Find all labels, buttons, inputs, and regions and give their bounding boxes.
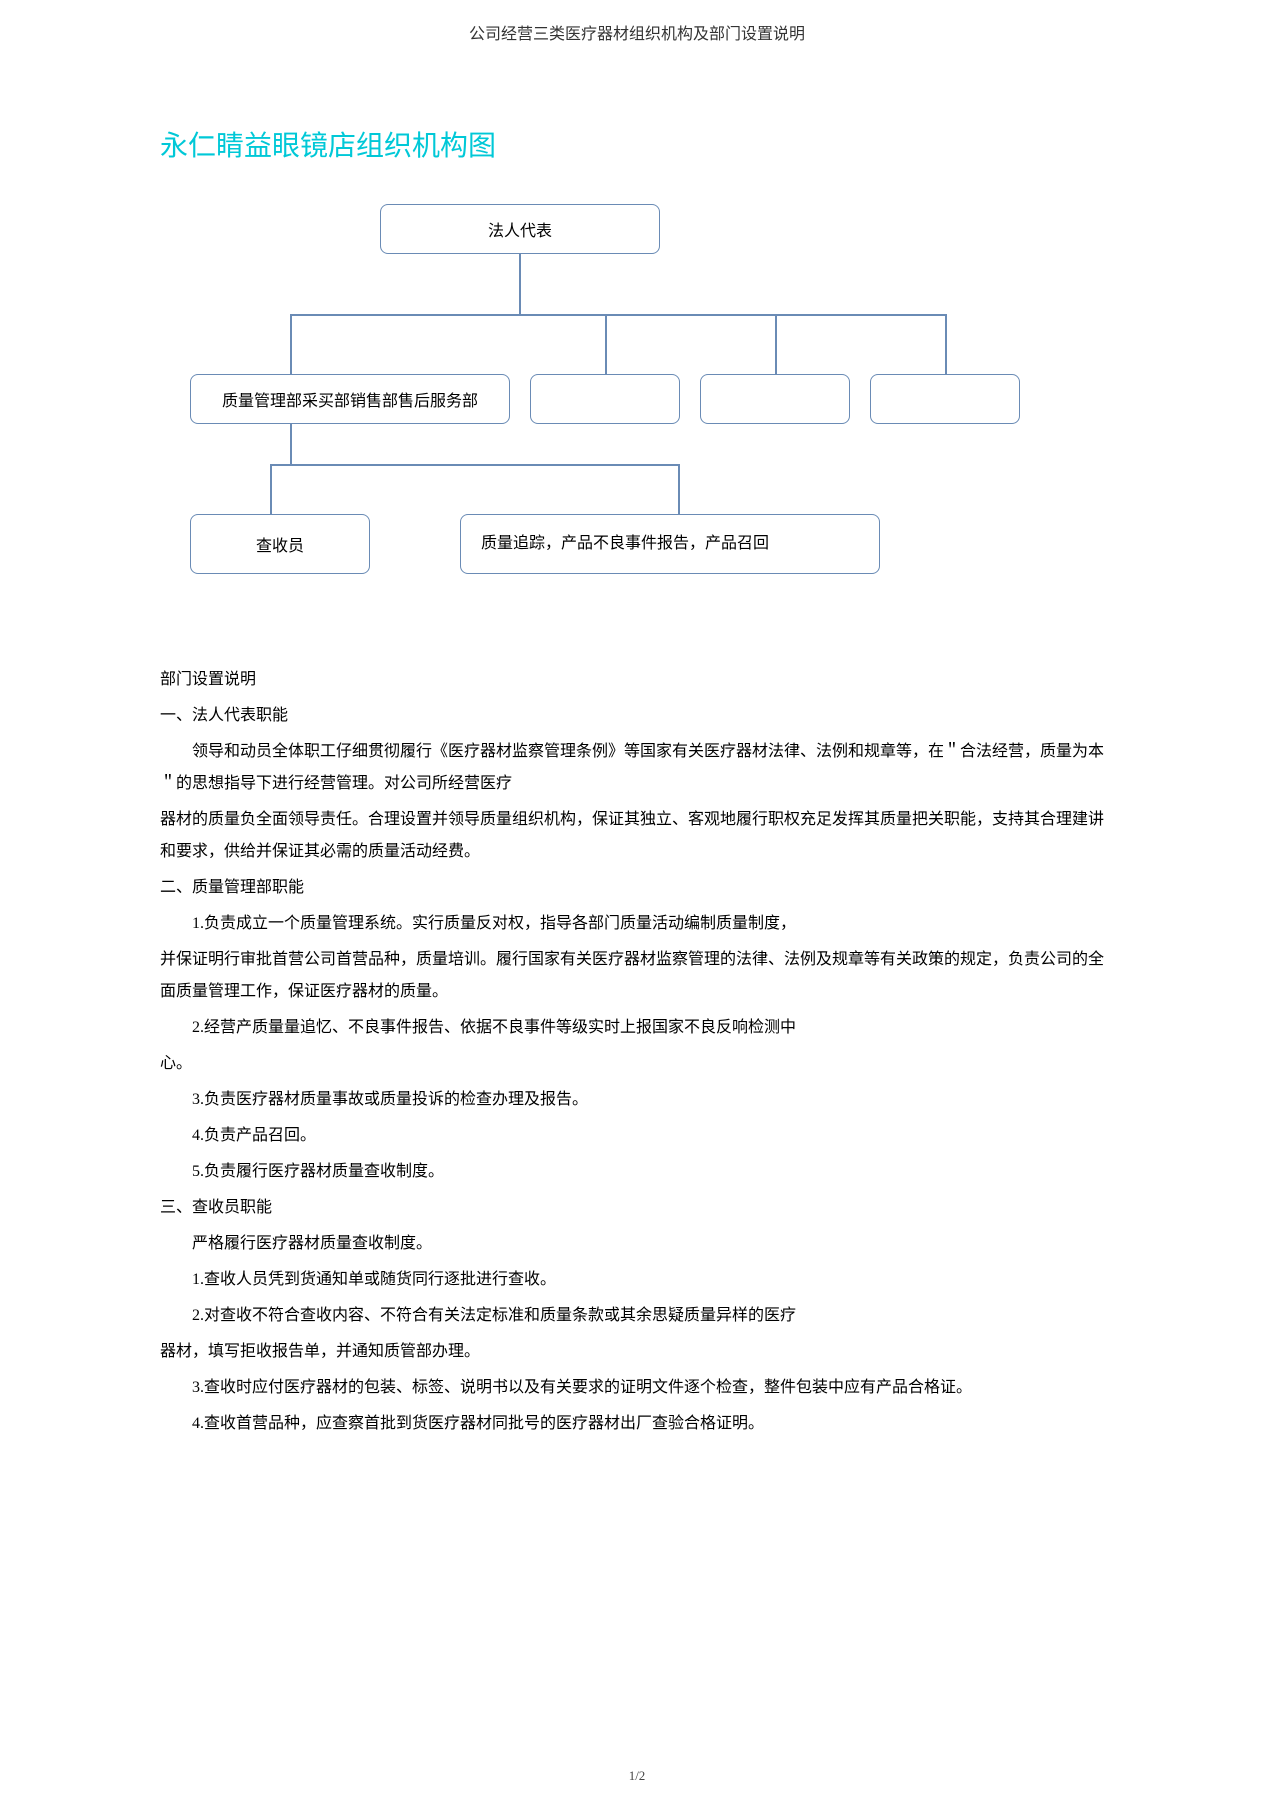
connector — [270, 464, 272, 514]
s3-p2: 器材，填写拒收报告单，并通知质管部办理。 — [160, 1336, 1114, 1368]
s2-i2a: 2.经营产质量量追忆、不良事件报告、依据不良事件等级实时上报国家不良反响检测中 — [160, 1012, 1114, 1044]
s3-i4: 4.查收首营品种，应查察首批到货医疗器材同批号的医疗器材出厂查验合格证明。 — [160, 1408, 1114, 1440]
page-header: 公司经营三类医疗器材组织机构及部门设置说明 — [160, 20, 1114, 44]
s3-title: 三、查收员职能 — [160, 1192, 1114, 1224]
node-legal-rep: 法人代表 — [380, 204, 660, 254]
connector — [270, 464, 680, 466]
s3-i3: 3.查收时应付医疗器材的包装、标签、说明书以及有关要求的证明文件逐个检查，整件包… — [160, 1372, 1114, 1404]
connector — [678, 464, 680, 514]
node-inspector: 查收员 — [190, 514, 370, 574]
section-heading: 部门设置说明 — [160, 664, 1114, 696]
connector — [775, 314, 777, 374]
s2-title: 二、质量管理部职能 — [160, 872, 1114, 904]
connector — [290, 314, 946, 316]
document-title: 永仁睛益眼镜店组织机构图 — [160, 124, 1114, 164]
s2-i1: 1.负责成立一个质量管理系统。实行质量反对权，指导各部门质量活动编制质量制度， — [160, 908, 1114, 940]
node-dept-quality: 质量管理部采买部销售部售后服务部 — [190, 374, 510, 424]
s2-i5: 5.负责履行医疗器材质量查收制度。 — [160, 1156, 1114, 1188]
s2-i3: 3.负责医疗器材质量事故或质量投诉的检查办理及报告。 — [160, 1084, 1114, 1116]
node-quality-track: 质量追踪，产品不良事件报告，产品召回 — [460, 514, 880, 574]
s2-i2b: 心。 — [160, 1048, 1114, 1080]
body-text: 部门设置说明 一、法人代表职能 领导和动员全体职工仔细贯彻履行《医疗器材监察管理… — [160, 664, 1114, 1440]
connector — [519, 254, 521, 314]
s3-i1: 1.查收人员凭到货通知单或随货同行逐批进行查收。 — [160, 1264, 1114, 1296]
node-dept-empty2 — [700, 374, 850, 424]
s1-p1: 领导和动员全体职工仔细贯彻履行《医疗器材监察管理条例》等国家有关医疗器材法律、法… — [160, 736, 1114, 800]
org-chart: 法人代表 质量管理部采买部销售部售后服务部 查收员 质量追踪，产品不良事件报告，… — [160, 204, 1114, 604]
connector — [945, 314, 947, 374]
s3-p0: 严格履行医疗器材质量查收制度。 — [160, 1228, 1114, 1260]
node-dept-empty1 — [530, 374, 680, 424]
s2-p1: 并保证明行审批首营公司首营品种，质量培训。履行国家有关医疗器材监察管理的法律、法… — [160, 944, 1114, 1008]
page-number: 1/2 — [629, 1768, 646, 1784]
connector — [605, 314, 607, 374]
s1-p2: 器材的质量负全面领导责任。合理设置并领导质量组织机构，保证其独立、客观地履行职权… — [160, 804, 1114, 868]
s2-i4: 4.负责产品召回。 — [160, 1120, 1114, 1152]
connector — [290, 314, 292, 374]
node-dept-empty3 — [870, 374, 1020, 424]
s3-i2: 2.对查收不符合查收内容、不符合有关法定标准和质量条款或其余思疑质量异样的医疗 — [160, 1300, 1114, 1332]
connector — [290, 424, 292, 464]
s1-title: 一、法人代表职能 — [160, 700, 1114, 732]
